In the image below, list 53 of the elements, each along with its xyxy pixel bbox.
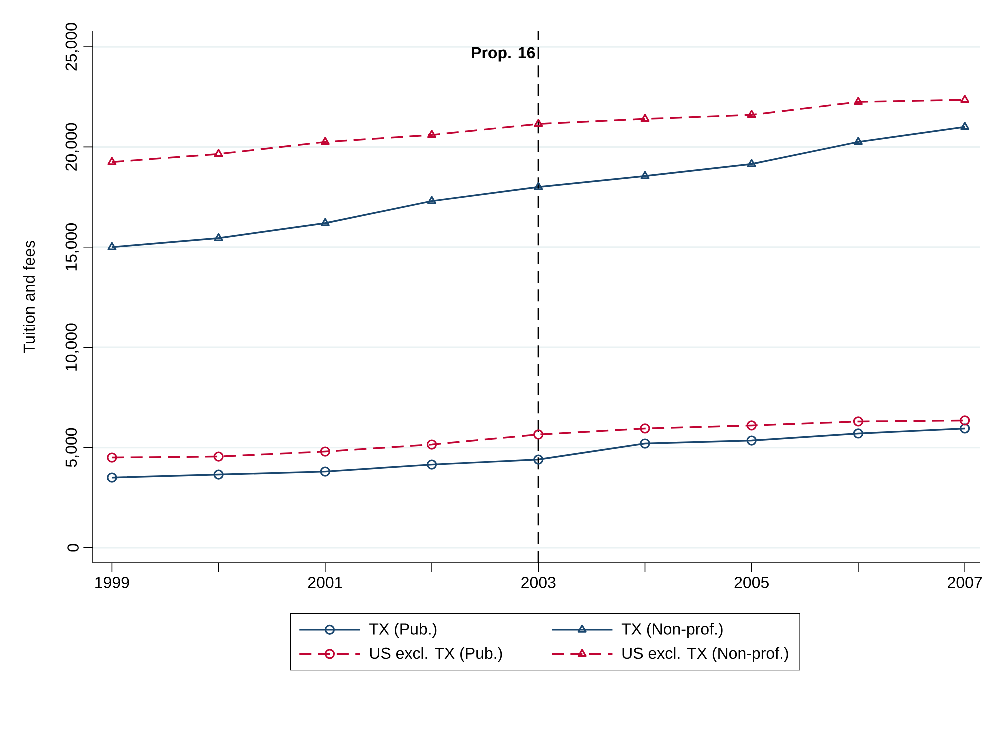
- y-axis-title: Tuition and fees: [23, 240, 36, 354]
- point: [214, 149, 224, 158]
- point: [534, 119, 544, 128]
- x-tick-label: 2005: [734, 577, 769, 588]
- point: [534, 430, 544, 440]
- point: [214, 452, 224, 462]
- point: [428, 130, 437, 138]
- ref-line-label: Prop. 16: [472, 47, 536, 62]
- point: [960, 122, 970, 130]
- point: [746, 420, 757, 431]
- point: [640, 424, 650, 434]
- x-tick-label: 2007: [948, 577, 982, 588]
- point: [426, 460, 438, 470]
- x-tick-label: 2001: [308, 577, 342, 588]
- point: [107, 452, 118, 463]
- point: [214, 470, 224, 480]
- point: [428, 196, 437, 204]
- point: [960, 424, 970, 434]
- point: [108, 157, 117, 166]
- point: [640, 171, 650, 180]
- y-tick-label: 10,000: [66, 324, 79, 371]
- point: [426, 440, 438, 450]
- point: [320, 137, 330, 146]
- y-tick-label: 5,000: [66, 428, 79, 468]
- y-tick-label: 0: [68, 544, 79, 552]
- x-tick-label: 2003: [522, 577, 556, 588]
- legend-label: US excl. TX (Pub.): [370, 647, 502, 662]
- y-tick-label: 25,000: [66, 23, 79, 71]
- legend-label: TX (Non-prof.): [622, 623, 723, 638]
- x-tick-label: 1999: [96, 577, 130, 588]
- point: [960, 95, 970, 104]
- point: [320, 218, 330, 226]
- legend-label: TX (Pub.): [370, 623, 437, 638]
- point: [747, 110, 756, 118]
- point: [107, 472, 118, 483]
- point: [640, 114, 650, 122]
- point: [746, 436, 757, 446]
- legend-label: US excl. TX (Non-prof.): [622, 647, 788, 662]
- point: [108, 242, 117, 250]
- point: [320, 466, 330, 477]
- y-tick-label: 15,000: [66, 224, 79, 271]
- point: [640, 438, 650, 449]
- point: [960, 416, 970, 426]
- point: [854, 137, 863, 146]
- y-tick-label: 20,000: [66, 123, 79, 171]
- point: [854, 97, 863, 106]
- point: [534, 182, 544, 190]
- point: [320, 446, 330, 457]
- point: [853, 416, 864, 427]
- point: [853, 428, 864, 439]
- point: [214, 233, 224, 242]
- point: [534, 454, 544, 465]
- point: [747, 159, 756, 168]
